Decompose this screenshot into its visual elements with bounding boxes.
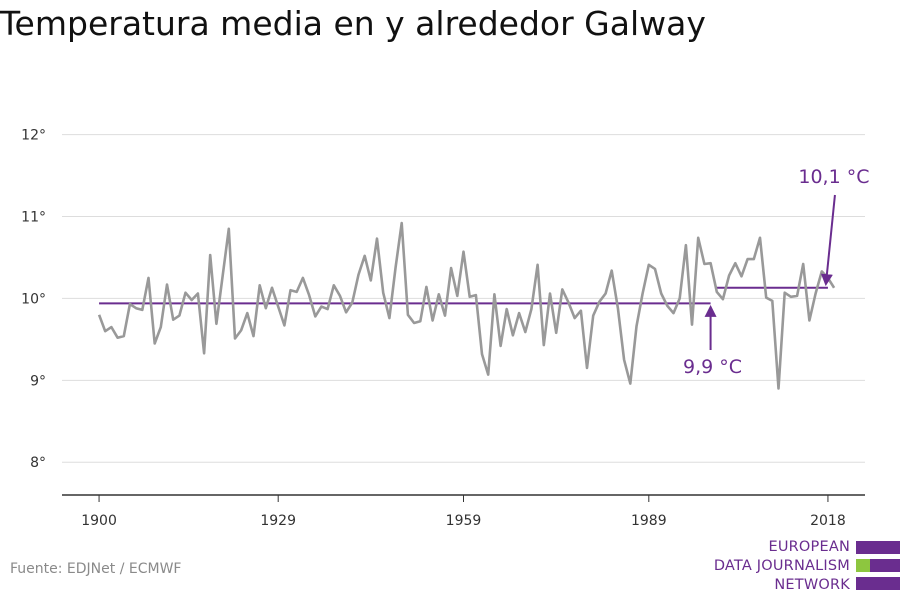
annotation-label-2: 10,1 °C [798, 166, 869, 188]
chart-title: Temperatura media en y alrededor Galway [0, 4, 706, 43]
annotation-label-1: 9,9 °C [683, 356, 742, 378]
average-lines [99, 286, 828, 305]
edjnet-logo[interactable]: EUROPEAN DATA JOURNALISM NETWORK [710, 539, 900, 595]
y-tick-label: 11° [21, 209, 46, 225]
logo-line-3: NETWORK [774, 577, 850, 593]
logo-line-2: DATA JOURNALISM [713, 558, 850, 574]
x-tick-label: 2018 [810, 513, 846, 529]
source-credit: Fuente: EDJNet / ECMWF [10, 561, 182, 577]
y-tick-label: 12° [21, 128, 46, 144]
logo-bar-purple-bottom [856, 577, 900, 590]
x-tick-label: 1989 [631, 513, 667, 529]
y-tick-label: 9° [30, 373, 46, 389]
logo-line-1: EUROPEAN [768, 539, 850, 555]
gridlines [62, 134, 865, 463]
x-tick-label: 1959 [446, 513, 482, 529]
y-tick-label: 8° [30, 455, 46, 471]
x-axis: 1900 1929 1959 1989 2018 [62, 494, 865, 529]
logo-bar-green [856, 559, 870, 572]
y-axis: 8° 9° 10° 11° 12° [21, 128, 46, 472]
annotation-arrow-2 [820, 194, 836, 287]
logo-bar-purple-top [856, 541, 900, 554]
y-tick-label: 10° [21, 291, 46, 307]
logo-bar-purple-mid [870, 559, 900, 572]
x-tick-label: 1929 [260, 513, 296, 529]
temperature-series-line [97, 221, 836, 390]
series-group [97, 221, 836, 390]
annotations: 9,9 °C 10,1 °C [683, 166, 869, 378]
x-tick-label: 1900 [81, 513, 117, 529]
